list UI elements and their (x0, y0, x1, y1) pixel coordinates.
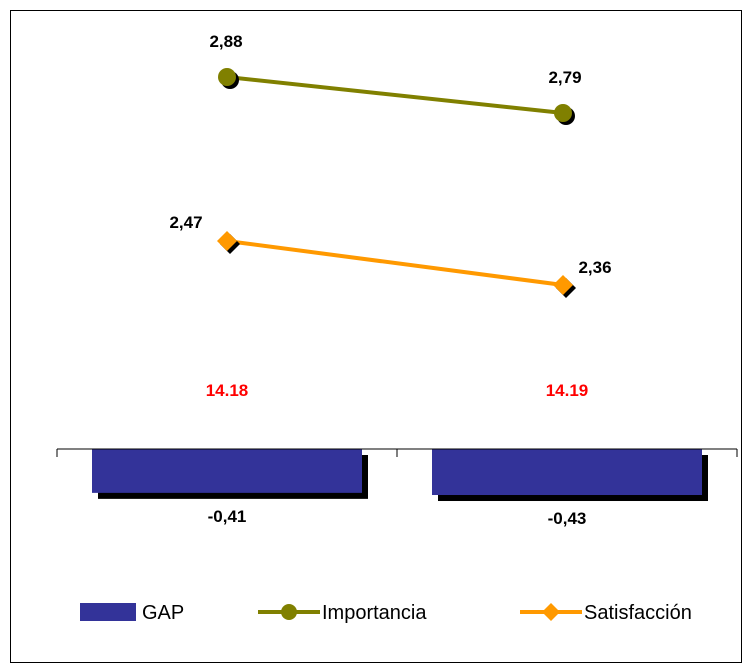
series-data-label: 2,88 (209, 32, 242, 51)
category-label: 14.19 (546, 381, 589, 400)
legend-swatch-marker (542, 603, 560, 621)
lines-layer (217, 68, 576, 298)
legend-label: Satisfacción (584, 602, 692, 624)
series-data-label: 2,36 (578, 258, 611, 277)
chart-frame (10, 10, 742, 663)
legend-swatch-gap (80, 603, 136, 621)
series-marker (218, 68, 236, 86)
bars-layer (92, 449, 708, 502)
gap-bar (92, 449, 362, 493)
gap-data-label: -0,41 (208, 507, 247, 526)
x-axis (56, 448, 738, 457)
legend: GAP Importancia Satisfacción (80, 602, 692, 624)
series-marker (553, 275, 573, 295)
labels-layer: -0,41 -0,43 14.18 14.19 2,88 2,79 2,47 2,36 (169, 32, 611, 528)
series-marker (554, 104, 572, 122)
series-line-importancia (226, 75, 564, 115)
series-data-label: 2,47 (169, 213, 202, 232)
series-line-satisfaccin (226, 239, 564, 287)
series-marker (217, 231, 237, 251)
legend-label: Importancia (322, 602, 427, 624)
gap-data-label: -0,43 (548, 509, 587, 528)
legend-label: GAP (142, 602, 184, 624)
gap-bar (432, 449, 702, 496)
category-label: 14.18 (206, 381, 249, 400)
legend-swatch-marker (281, 604, 297, 620)
series-data-label: 2,79 (548, 68, 581, 87)
